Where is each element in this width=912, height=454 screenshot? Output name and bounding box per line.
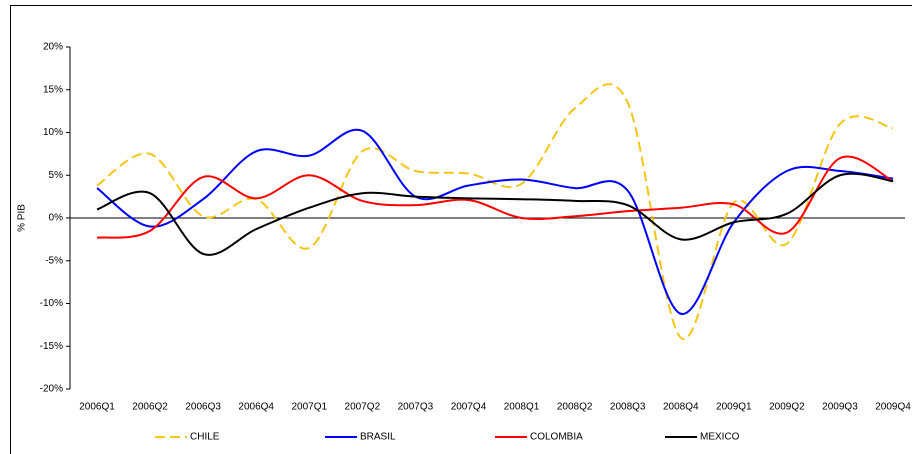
y-tick-label: -20%: [40, 384, 63, 395]
y-tick-label: -5%: [45, 255, 63, 266]
x-tick-label: 2007Q1: [291, 402, 327, 413]
y-tick-label: -15%: [40, 341, 63, 352]
y-tick-label: -10%: [40, 298, 63, 309]
x-tick-label: 2009Q3: [822, 402, 858, 413]
legend-label: BRASIL: [360, 432, 396, 443]
y-tick-label: 15%: [43, 84, 63, 95]
x-tick-label: 2007Q4: [451, 402, 487, 413]
x-tick-label: 2007Q3: [398, 402, 434, 413]
x-tick-label: 2009Q2: [769, 402, 805, 413]
y-axis-label: % PIB: [17, 204, 28, 232]
y-tick-label: 0%: [49, 213, 64, 224]
series-line: [96, 155, 894, 239]
x-tick-label: 2006Q3: [185, 402, 221, 413]
x-tick-label: 2008Q4: [663, 402, 699, 413]
x-tick-label: 2007Q2: [345, 402, 381, 413]
series-line: [96, 128, 894, 315]
y-tick-label: 5%: [49, 170, 64, 181]
chart-border: [10, 5, 912, 454]
x-tick-label: 2006Q2: [132, 402, 168, 413]
legend-label: COLOMBIA: [530, 432, 583, 443]
series-line: [96, 83, 894, 341]
x-tick-label: 2006Q4: [238, 402, 274, 413]
x-tick-label: 2008Q3: [610, 402, 646, 413]
legend-label: MEXICO: [700, 432, 740, 443]
x-tick-label: 2008Q1: [504, 402, 540, 413]
x-tick-label: 2008Q2: [557, 402, 593, 413]
y-tick-label: 20%: [43, 42, 63, 53]
y-tick-label: 10%: [43, 127, 63, 138]
x-tick-label: 2009Q1: [716, 402, 752, 413]
legend-label: CHILE: [190, 432, 220, 443]
series-line: [96, 172, 894, 256]
x-tick-label: 2006Q1: [79, 402, 115, 413]
x-tick-label: 2009Q4: [875, 402, 911, 413]
